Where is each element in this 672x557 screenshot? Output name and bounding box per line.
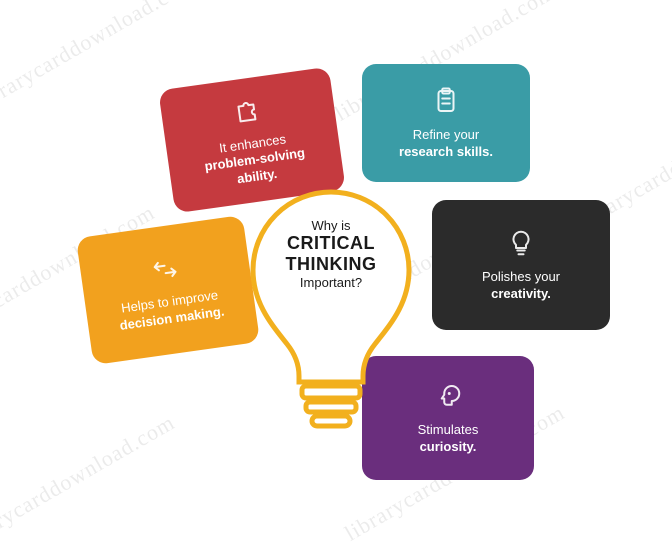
center-line4: Important?: [256, 275, 406, 290]
bulb-small-icon: [506, 228, 536, 263]
center-line3: THINKING: [256, 254, 406, 275]
petal-creativity-line1: Polishes your: [482, 269, 560, 285]
petal-research-line2: research skills.: [399, 144, 493, 160]
center-title: Why isCRITICALTHINKINGImportant?: [256, 218, 406, 290]
petal-research: Refine yourresearch skills.: [362, 64, 530, 182]
watermark-text: librarycarddownload.com: [0, 409, 179, 556]
clipboard-icon: [431, 86, 461, 121]
head-icon: [433, 381, 463, 416]
petal-research-line1: Refine your: [413, 127, 479, 143]
petal-curiosity-line2: curiosity.: [420, 439, 477, 455]
petal-curiosity-line1: Stimulates: [418, 422, 479, 438]
petal-creativity: Polishes yourcreativity.: [432, 200, 610, 330]
arrows-icon: [148, 252, 183, 291]
infographic-canvas: librarycarddownload.comlibrarycarddownlo…: [0, 0, 672, 548]
petal-decision: Helps to improvedecision making.: [76, 215, 260, 365]
petal-creativity-line2: creativity.: [491, 286, 551, 302]
center-line2: CRITICAL: [256, 233, 406, 254]
puzzle-icon: [231, 93, 266, 132]
center-line1: Why is: [256, 218, 406, 233]
